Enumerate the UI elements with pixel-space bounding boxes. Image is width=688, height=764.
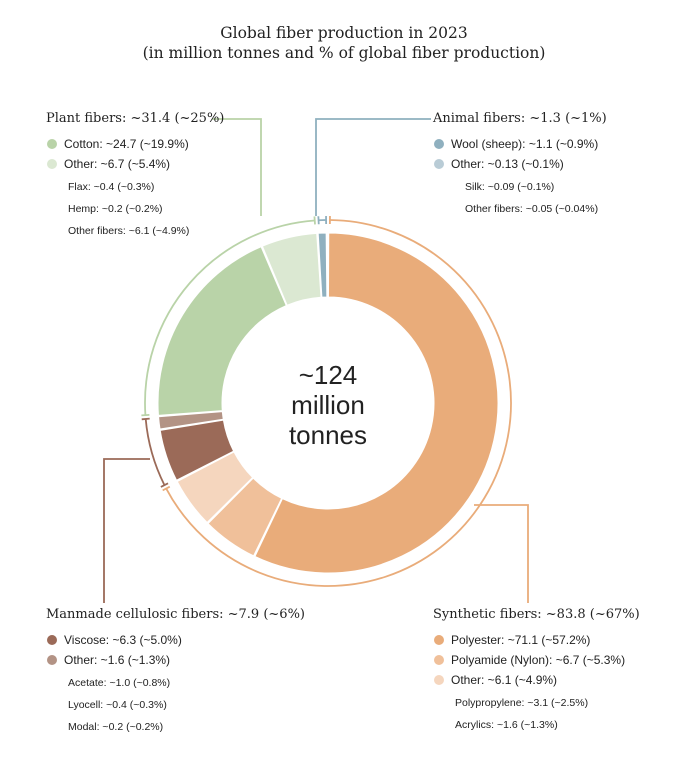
legend-dot [434,139,444,149]
legend-animal-fibers: Animal fibers: ~1.3 (~1%) Wool (sheep): … [433,111,607,220]
legend-dot [434,655,444,665]
legend-item-plant-other: Other: ~6.7 (~5.4%) [46,154,224,174]
legend-item-synthetic-other: Other: ~6.1 (~4.9%) [433,670,640,690]
legend-mmcf: Manmade cellulosic fibers: ~7.9 (~6%) Vi… [46,607,305,738]
legend-plant-header: Plant fibers: ~31.4 (~25%) [46,111,225,126]
chart-title: Global fiber production in 2023 [220,24,468,42]
legend-sub-acrylics: Acrylics: ~1.6 (~1.3%) [455,719,558,731]
donut-slice-plant-fibers-cotton [157,246,287,416]
legend-synthetic: Synthetic fibers: ~83.8 (~67%) Polyester… [433,607,640,736]
group-ring-tick-synthetic-fibers-1 [162,485,171,492]
legend-dot [434,635,444,645]
leader-line-mmcf [103,458,150,603]
legend-dot [47,159,57,169]
donut-slice-manmade-cellulosic-fibers-viscose [159,419,235,481]
leader-line-synthetic [474,504,529,603]
group-ring-tick-manmade-cellulosic-fibers-0 [160,482,169,488]
legend-sub-lyocell: Lyocell: ~0.4 (~0.3%) [68,699,167,711]
legend-item-cotton: Cotton: ~24.7 (~19.9%) [46,134,224,154]
legend-mmcf-header: Manmade cellulosic fibers: ~7.9 (~6%) [46,607,305,622]
legend-item-animal-other: Other: ~0.13 (~0.1%) [433,154,607,174]
group-ring-synthetic-fibers [165,219,512,587]
donut-slice-animal-fibers-wool-sheep [317,232,328,298]
legend-sub-silk: Silk: ~0.09 (~0.1%) [465,181,555,193]
legend-dot [434,159,444,169]
legend-dot [434,675,444,685]
legend-sub-animal-other-fibers: Other fibers: ~0.05 (~0.04%) [465,203,599,215]
legend-sub-acetate: Acetate: ~1.0 (~0.8%) [68,677,171,689]
center-total-unit-2: tonnes [288,420,368,450]
center-total-unit-1: million [291,390,365,420]
donut-slice-plant-fibers-other [261,232,322,306]
legend-item-polyester: Polyester: ~71.1 (~57.2%) [433,630,640,650]
donut-slice-manmade-cellulosic-fibers-other [158,411,224,430]
legend-item-wool: Wool (sheep): ~1.1 (~0.9%) [433,134,607,154]
center-total-value: ~124 [298,360,358,390]
legend-plant-fibers: Plant fibers: ~31.4 (~25%) Cotton: ~24.7… [46,111,224,242]
legend-sub-polypropylene: Polypropylene: ~3.1 (~2.5%) [455,697,589,709]
legend-sub-plant-other-fibers: Other fibers: ~6.1 (~4.9%) [68,225,190,237]
center-total: ~124 million tonnes [258,360,398,450]
group-ring-tick-plant-fibers-1 [313,216,316,225]
group-ring-plant-fibers [144,219,315,416]
donut-slice-synthetic-fibers-other [176,451,254,524]
legend-item-viscose: Viscose: ~6.3 (~5.0%) [46,630,305,650]
donut-slice-animal-fibers-other [326,232,329,298]
group-ring-manmade-cellulosic-fibers [144,418,166,486]
legend-dot [47,139,57,149]
leader-line-plant [212,118,262,216]
legend-sub-modal: Modal: ~0.2 (~0.2%) [68,721,164,733]
legend-dot [47,655,57,665]
group-ring-tick-manmade-cellulosic-fibers-1 [141,417,150,421]
donut-slice-synthetic-fibers-polyamide-nylon [207,477,283,557]
legend-dot [47,635,57,645]
legend-item-polyamide: Polyamide (Nylon): ~6.7 (~5.3%) [433,650,640,670]
chart-subtitle: (in million tonnes and % of global fiber… [142,44,546,62]
leader-line-animal [315,118,431,216]
legend-synthetic-header: Synthetic fibers: ~83.8 (~67%) [433,607,640,622]
legend-sub-hemp: Hemp: ~0.2 (~0.2%) [68,203,163,215]
group-ring-tick-plant-fibers-0 [141,413,150,417]
legend-animal-header: Animal fibers: ~1.3 (~1%) [433,111,607,126]
legend-item-mmcf-other: Other: ~1.6 (~1.3%) [46,650,305,670]
legend-sub-flax: Flax: ~0.4 (~0.3%) [68,181,155,193]
donut-slice-synthetic-fibers-polyester [254,232,499,574]
